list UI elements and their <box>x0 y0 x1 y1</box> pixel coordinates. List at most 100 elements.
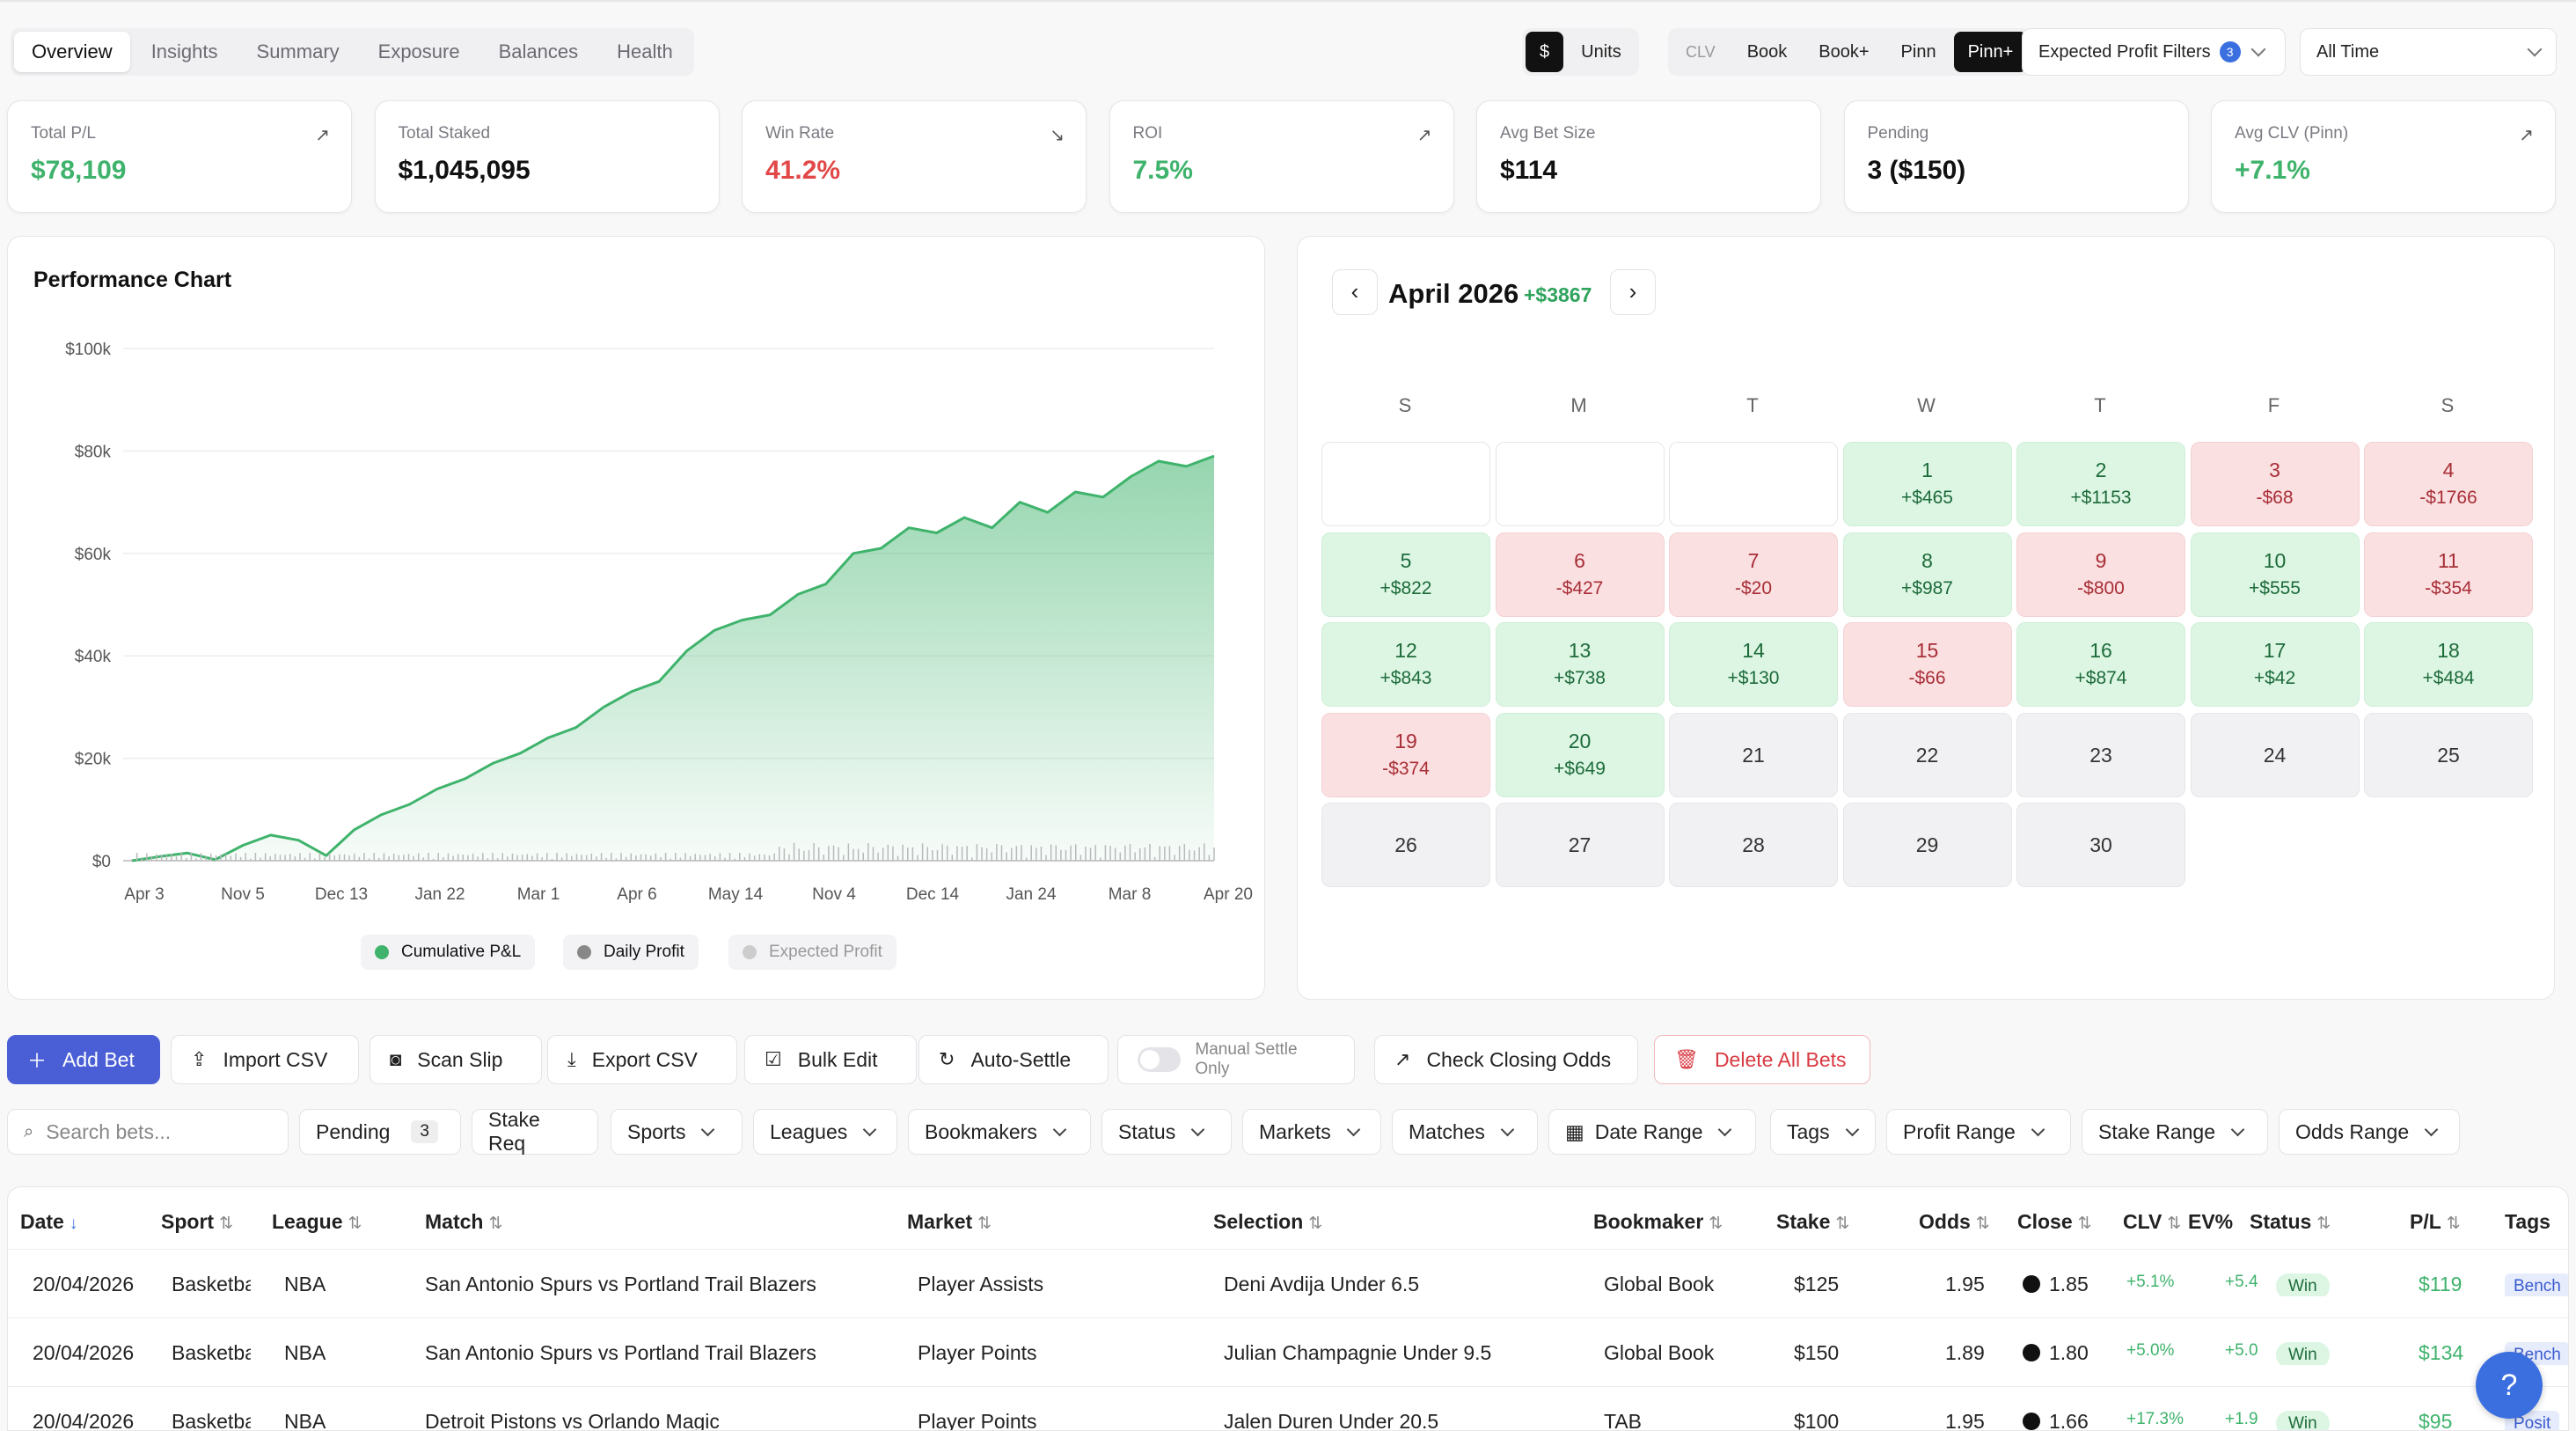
calendar-day-1[interactable]: 1 +$465 <box>1842 442 2012 526</box>
toggle-switch[interactable] <box>1138 1047 1182 1072</box>
clv-option-book[interactable]: Book <box>1746 42 1788 62</box>
column-header-odds[interactable]: Odds ⇅ <box>1919 1210 1990 1234</box>
clv-option-pinn-plus[interactable]: Pinn+ <box>1953 32 2028 72</box>
prev-month-button[interactable]: ‹ <box>1332 269 1378 315</box>
check-closing-odds-button[interactable]: ↗ Check Closing Odds <box>1374 1035 1638 1084</box>
bulk-edit-button[interactable]: ☑ Bulk Edit <box>744 1035 917 1084</box>
calendar-day-11[interactable]: 11 -$354 <box>2364 532 2533 617</box>
calendar-day-9[interactable]: 9 -$800 <box>2016 532 2185 617</box>
units-option[interactable]: Units <box>1581 42 1621 62</box>
calendar-day-18[interactable]: 18 +$484 <box>2364 622 2533 707</box>
weekday-header: M <box>1570 394 1587 416</box>
tab-health[interactable]: Health <box>617 40 673 62</box>
filter-leagues[interactable]: Leagues <box>753 1109 897 1155</box>
column-header-close[interactable]: Close ⇅ <box>2017 1210 2092 1234</box>
calendar-day-22[interactable]: 22 <box>1842 712 2012 797</box>
calendar-day-5[interactable]: 5 +$822 <box>1321 532 1490 617</box>
tab-exposure[interactable]: Exposure <box>377 40 460 62</box>
calendar-day-19[interactable]: 19 -$374 <box>1321 712 1490 797</box>
calendar-day-20[interactable]: 20 +$649 <box>1495 712 1665 797</box>
column-header-sport[interactable]: Sport ⇅ <box>161 1210 233 1234</box>
filter-stake-range[interactable]: Stake Range <box>2082 1109 2268 1155</box>
calendar-day-23[interactable]: 23 <box>2016 712 2185 797</box>
filter-sports[interactable]: Sports <box>611 1109 743 1155</box>
legend-daily-profit[interactable]: Daily Profit <box>563 935 699 970</box>
column-header-match[interactable]: Match ⇅ <box>425 1210 502 1234</box>
tab-summary[interactable]: Summary <box>256 40 340 62</box>
column-header-bookmaker[interactable]: Bookmaker ⇅ <box>1593 1210 1723 1234</box>
filter-date-range[interactable]: ▦ Date Range <box>1548 1109 1756 1155</box>
manual-settle-toggle[interactable]: Manual Settle Only <box>1117 1035 1355 1084</box>
calendar-day-30[interactable]: 30 <box>2016 803 2185 887</box>
add-bet-button[interactable]: ＋ Add Bet <box>7 1035 160 1084</box>
table-row[interactable]: 20/04/2026 Basketball NBA San Antonio Spurs… <box>8 1317 2568 1386</box>
calendar-day-8[interactable]: 8 +$987 <box>1842 532 2012 617</box>
delete-all-bets-button[interactable]: 🗑 Delete All Bets <box>1654 1035 1870 1084</box>
calendar-day-6[interactable]: 6 -$427 <box>1495 532 1665 617</box>
calendar-day-21[interactable]: 21 <box>1669 712 1838 797</box>
column-header-date[interactable]: Date ↓ <box>20 1210 77 1234</box>
calendar-day-28[interactable]: 28 <box>1669 803 1838 887</box>
calendar-day-2[interactable]: 2 +$1153 <box>2016 442 2185 526</box>
pending-filter[interactable]: Pending 3 <box>299 1109 461 1155</box>
time-range-select[interactable]: All Time <box>2300 28 2557 76</box>
column-header-market[interactable]: Market ⇅ <box>907 1210 992 1234</box>
calendar-day-10[interactable]: 10 +$555 <box>2190 532 2360 617</box>
tab-overview[interactable]: Overview <box>14 32 130 72</box>
calendar-day-7[interactable]: 7 -$20 <box>1669 532 1838 617</box>
filter-bookmakers[interactable]: Bookmakers <box>908 1109 1091 1155</box>
column-header-stake[interactable]: Stake ⇅ <box>1776 1210 1849 1234</box>
calendar-day-14[interactable]: 14 +$130 <box>1669 622 1838 707</box>
day-number: 6 <box>1574 548 1585 572</box>
filter-stake-req[interactable]: Stake Req <box>472 1108 598 1155</box>
calendar-day-12[interactable]: 12 +$843 <box>1321 622 1490 707</box>
calendar-day-27[interactable]: 27 <box>1495 803 1665 887</box>
calendar-day-25[interactable]: 25 <box>2364 712 2533 797</box>
day-number: 26 <box>1394 833 1417 856</box>
column-header-clv[interactable]: CLV ⇅ <box>2123 1210 2181 1234</box>
expected-profit-filters-dropdown[interactable]: Expected Profit Filters 3 <box>2022 28 2286 76</box>
column-header-tags[interactable]: Tags <box>2505 1210 2550 1234</box>
column-header-ev[interactable]: EV% <box>2188 1210 2233 1234</box>
auto-settle-button[interactable]: ↻ Auto-Settle <box>918 1035 1109 1084</box>
legend-expected-profit[interactable]: Expected Profit <box>728 935 896 970</box>
kpi-card-win-rate: Win Rate 41.2% ↘ <box>742 100 1087 213</box>
clv-option-book-plus[interactable]: Book+ <box>1819 42 1870 62</box>
calendar-day-3[interactable]: 3 -$68 <box>2190 442 2360 526</box>
calendar-day-16[interactable]: 16 +$874 <box>2016 622 2185 707</box>
filter-matches[interactable]: Matches <box>1392 1109 1538 1155</box>
calendar-day-29[interactable]: 29 <box>1842 803 2012 887</box>
calendar-day-17[interactable]: 17 +$42 <box>2190 622 2360 707</box>
calendar-day-26[interactable]: 26 <box>1321 803 1490 887</box>
column-header-p-l[interactable]: P/L ⇅ <box>2410 1210 2461 1234</box>
x-tick-label: Nov 4 <box>812 885 856 904</box>
column-header-status[interactable]: Status ⇅ <box>2250 1210 2331 1234</box>
clv-option-pinn[interactable]: Pinn <box>1900 42 1936 62</box>
dollar-option[interactable]: $ <box>1526 32 1564 72</box>
filter-tags[interactable]: Tags <box>1770 1109 1876 1155</box>
calendar-day-13[interactable]: 13 +$738 <box>1495 622 1665 707</box>
tab-insights[interactable]: Insights <box>150 40 218 62</box>
calendar-day-15[interactable]: 15 -$66 <box>1842 622 2012 707</box>
legend-cumulative[interactable]: Cumulative P&L <box>361 935 536 970</box>
close-odds: 1.66 <box>2049 1410 2089 1431</box>
scan-slip-button[interactable]: ◙ Scan Slip <box>370 1035 542 1084</box>
export-csv-button[interactable]: ⤓ Export CSV <box>547 1035 737 1084</box>
close-odds: 1.80 <box>2049 1341 2089 1364</box>
tab-balances[interactable]: Balances <box>498 40 579 62</box>
calendar-day-4[interactable]: 4 -$1766 <box>2364 442 2533 526</box>
calendar-day-24[interactable]: 24 <box>2190 712 2360 797</box>
column-header-selection[interactable]: Selection ⇅ <box>1213 1210 1322 1234</box>
column-header-league[interactable]: League ⇅ <box>272 1210 362 1234</box>
filter-status[interactable]: Status <box>1101 1109 1232 1155</box>
filter-markets[interactable]: Markets <box>1242 1109 1381 1155</box>
table-row[interactable]: 20/04/2026 Basketball NBA San Antonio Spurs… <box>8 1249 2568 1317</box>
search-input[interactable]: ⌕ Search bets... <box>7 1109 289 1155</box>
y-tick-label: $20k <box>75 751 112 769</box>
help-button[interactable]: ? <box>2476 1352 2543 1419</box>
next-month-button[interactable]: › <box>1610 269 1656 315</box>
import-csv-button[interactable]: ⇪ Import CSV <box>171 1035 359 1084</box>
filter-odds-range[interactable]: Odds Range <box>2279 1109 2460 1155</box>
table-row[interactable]: 20/04/2026 Basketball NBA Detroit Pistons v… <box>8 1386 2568 1431</box>
filter-profit-range[interactable]: Profit Range <box>1886 1109 2071 1155</box>
